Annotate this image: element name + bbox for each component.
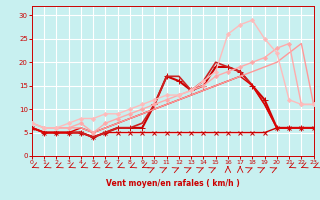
X-axis label: Vent moyen/en rafales ( km/h ): Vent moyen/en rafales ( km/h ) bbox=[106, 179, 240, 188]
